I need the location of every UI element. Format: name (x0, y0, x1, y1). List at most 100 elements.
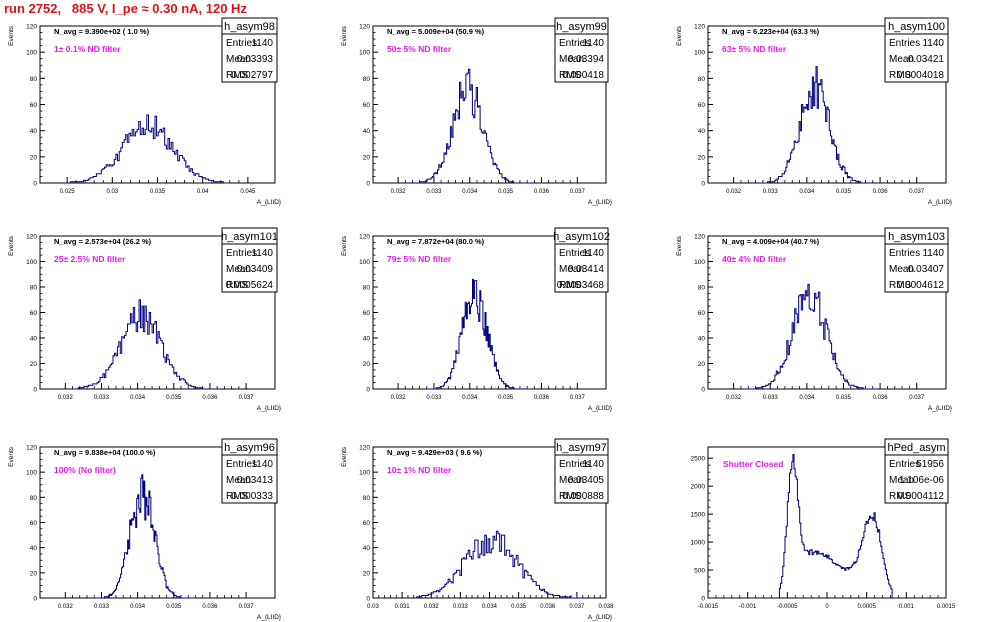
histogram-title: h_asym103 (888, 231, 945, 243)
y-axis-label: Events (341, 25, 348, 46)
stats-label-rms: RMS (559, 491, 582, 502)
filter-annotation: 40± 4% ND filter (722, 254, 787, 264)
x-tick-label: 0.0015 (937, 604, 956, 610)
x-tick-label: 0.035 (836, 395, 852, 401)
histogram-title: h_asym101 (221, 231, 278, 243)
y-tick-label: 60 (30, 310, 38, 317)
y-tick-label: 1000 (691, 540, 706, 547)
y-axis-label: Events (8, 446, 15, 467)
y-tick-label: 80 (30, 76, 38, 83)
stats-label-rms: RMS (559, 70, 582, 81)
y-tick-label: 80 (363, 76, 371, 83)
x-tick-label: 0.036 (202, 395, 218, 401)
histogram-title: h_asym100 (888, 21, 945, 33)
y-tick-label: 0 (701, 387, 705, 394)
stats-value-mean: 0.03413 (237, 475, 274, 486)
stats-value-rms: 0.000333 (231, 491, 273, 502)
stats-label-rms: RMS (226, 70, 249, 81)
x-tick-label: 0.036 (540, 604, 556, 610)
stats-label-mean: Mean (889, 54, 914, 65)
y-tick-label: 60 (698, 310, 706, 317)
y-tick-label: 100 (694, 50, 705, 57)
navg-label: N_avg = 7.872e+04 (80.0 %) (387, 237, 485, 246)
filter-annotation: 50± 5% ND filter (387, 44, 452, 54)
x-tick-label: 0.033 (94, 604, 110, 610)
x-tick-label: 0.033 (763, 395, 779, 401)
navg-label: N_avg = 9.429e+03 ( 9.6 %) (387, 448, 483, 457)
x-tick-label: 0.032 (391, 189, 407, 195)
x-axis-label: A_{LIID} (928, 199, 953, 206)
y-axis-label: Events (8, 235, 15, 256)
histogram-line (778, 454, 893, 598)
x-tick-label: -0.001 (739, 604, 757, 610)
histogram-line (416, 530, 583, 599)
navg-label: N_avg = 5.009e+04 (50.9 %) (387, 27, 485, 36)
stats-frame (554, 227, 609, 293)
stats-label-entries: Entries (889, 38, 920, 49)
x-tick-label: 0.036 (534, 395, 550, 401)
stats-value-mean: 1.106e-06 (899, 475, 944, 486)
histogram-title: h_asym97 (556, 442, 607, 454)
y-tick-label: 1500 (691, 512, 706, 519)
stats-label-entries: Entries (559, 38, 590, 49)
stats-value-mean: 0.03421 (908, 54, 945, 65)
x-tick-label: 0.036 (202, 604, 218, 610)
x-axis-label: A_{LIID} (588, 199, 613, 206)
x-tick-label: 0.035 (511, 604, 527, 610)
stats-label-rms: RMS (889, 280, 912, 291)
x-tick-label: 0.035 (150, 189, 166, 195)
stats-value-entries: 1140 (582, 248, 604, 259)
stats-label-rms: RMS (226, 491, 249, 502)
navg-label: N_avg = 9.390e+02 ( 1.0 %) (54, 27, 150, 36)
panel-h_asym101: 0 20 40 60 80 100 120 0.032 0.033 0.034 0.035 0.036… (8, 227, 282, 412)
stats-label-entries: Entries (226, 248, 257, 259)
stats-label-entries: Entries (226, 459, 257, 470)
histogram-line (751, 66, 873, 184)
stats-value-rms: 0.0004112 (897, 491, 944, 502)
stats-frame (884, 227, 949, 293)
y-tick-label: 20 (363, 361, 371, 368)
stats-value-entries: 1140 (922, 248, 944, 259)
filter-annotation: 25± 2.5% ND filter (54, 254, 126, 264)
x-tick-label: 0.034 (482, 604, 498, 610)
y-tick-label: 80 (363, 495, 371, 502)
stats-value-mean: 0.03409 (237, 264, 274, 275)
x-tick-label: 0.03 (367, 604, 379, 610)
stats-label-entries: Entries (559, 248, 590, 259)
x-tick-label: 0.03 (106, 189, 118, 195)
y-tick-label: 120 (26, 24, 37, 31)
stats-frame (884, 17, 949, 83)
stats-label-rms: RMS (889, 491, 912, 502)
x-tick-label: 0.038 (598, 604, 614, 610)
stats-frame (554, 438, 609, 504)
stats-value-entries: 1140 (251, 248, 273, 259)
y-tick-label: 120 (26, 234, 37, 241)
y-tick-label: 0 (33, 181, 37, 188)
y-tick-label: 100 (26, 259, 37, 266)
x-axis-label: A_{LIID} (257, 199, 282, 206)
filter-annotation: 63± 5% ND filter (722, 44, 787, 54)
y-tick-label: 40 (363, 336, 371, 343)
stats-label-entries: Entries (226, 38, 257, 49)
x-tick-label: 0.032 (58, 604, 74, 610)
x-tick-label: 0.04 (197, 189, 209, 195)
x-axis-label: A_{LIID} (588, 614, 613, 621)
x-tick-label: 0.037 (570, 395, 586, 401)
stats-label-entries: Entries (559, 459, 590, 470)
histogram-title: h_asym98 (224, 21, 275, 33)
x-tick-label: 0.034 (799, 395, 815, 401)
y-tick-label: 80 (698, 285, 706, 292)
x-tick-label: 0.037 (909, 395, 925, 401)
panel-h_asym100: 0 20 40 60 80 100 120 0.032 0.033 0.034 0.035 0.036… (676, 17, 953, 206)
histogram-line (67, 114, 230, 184)
y-tick-label: 100 (694, 259, 705, 266)
y-tick-label: 40 (363, 128, 371, 135)
histogram-line (94, 474, 196, 599)
y-tick-label: 40 (698, 128, 706, 135)
x-tick-label: 0.001 (899, 604, 915, 610)
y-axis-label: Events (341, 446, 348, 467)
